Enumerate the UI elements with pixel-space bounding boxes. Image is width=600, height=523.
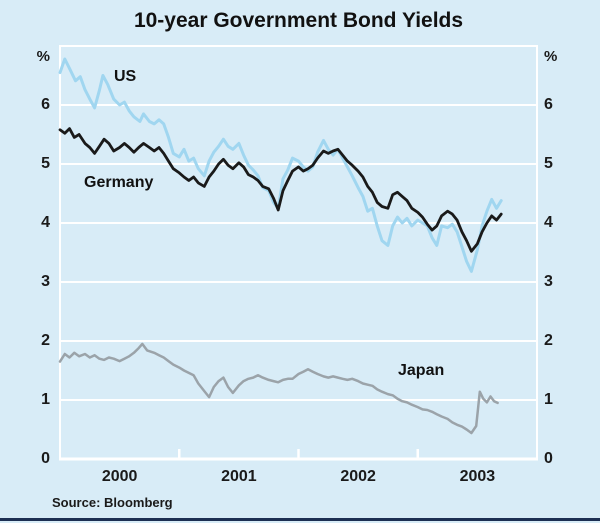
y-tick-left-4: 4 bbox=[41, 214, 50, 231]
footer-rule bbox=[0, 518, 600, 521]
y-tick-right-4: 4 bbox=[544, 214, 553, 231]
series-line-germany bbox=[58, 127, 503, 253]
series-line-us bbox=[58, 57, 503, 273]
y-axis-unit-right: % bbox=[544, 48, 558, 65]
y-tick-right-6: 6 bbox=[544, 96, 553, 113]
y-tick-left-0: 0 bbox=[41, 450, 50, 467]
series-label-us: US bbox=[114, 68, 137, 85]
y-axis-unit-left: % bbox=[36, 48, 50, 65]
y-tick-right-0: 0 bbox=[544, 450, 553, 467]
plot-border bbox=[59, 45, 538, 460]
series-line-japan bbox=[58, 342, 499, 435]
y-tick-left-1: 1 bbox=[41, 391, 50, 408]
y-tick-right-5: 5 bbox=[544, 155, 553, 172]
x-tick-2000: 2000 bbox=[101, 468, 138, 485]
series-label-germany: Germany bbox=[84, 174, 154, 191]
chart-title: 10-year Government Bond Yields bbox=[133, 9, 464, 32]
y-tick-left-3: 3 bbox=[41, 273, 50, 290]
y-tick-right-2: 2 bbox=[544, 332, 553, 349]
y-tick-left-6: 6 bbox=[41, 96, 50, 113]
x-tick-2002: 2002 bbox=[340, 468, 376, 485]
series-label-japan: Japan bbox=[398, 362, 445, 379]
x-tick-2001: 2001 bbox=[221, 468, 257, 485]
y-tick-right-1: 1 bbox=[544, 391, 553, 408]
source-note: Source: Bloomberg bbox=[52, 495, 173, 510]
y-tick-right-3: 3 bbox=[544, 273, 553, 290]
x-tick-2003: 2003 bbox=[459, 468, 496, 485]
y-tick-left-5: 5 bbox=[41, 155, 50, 172]
y-tick-left-2: 2 bbox=[41, 332, 50, 349]
